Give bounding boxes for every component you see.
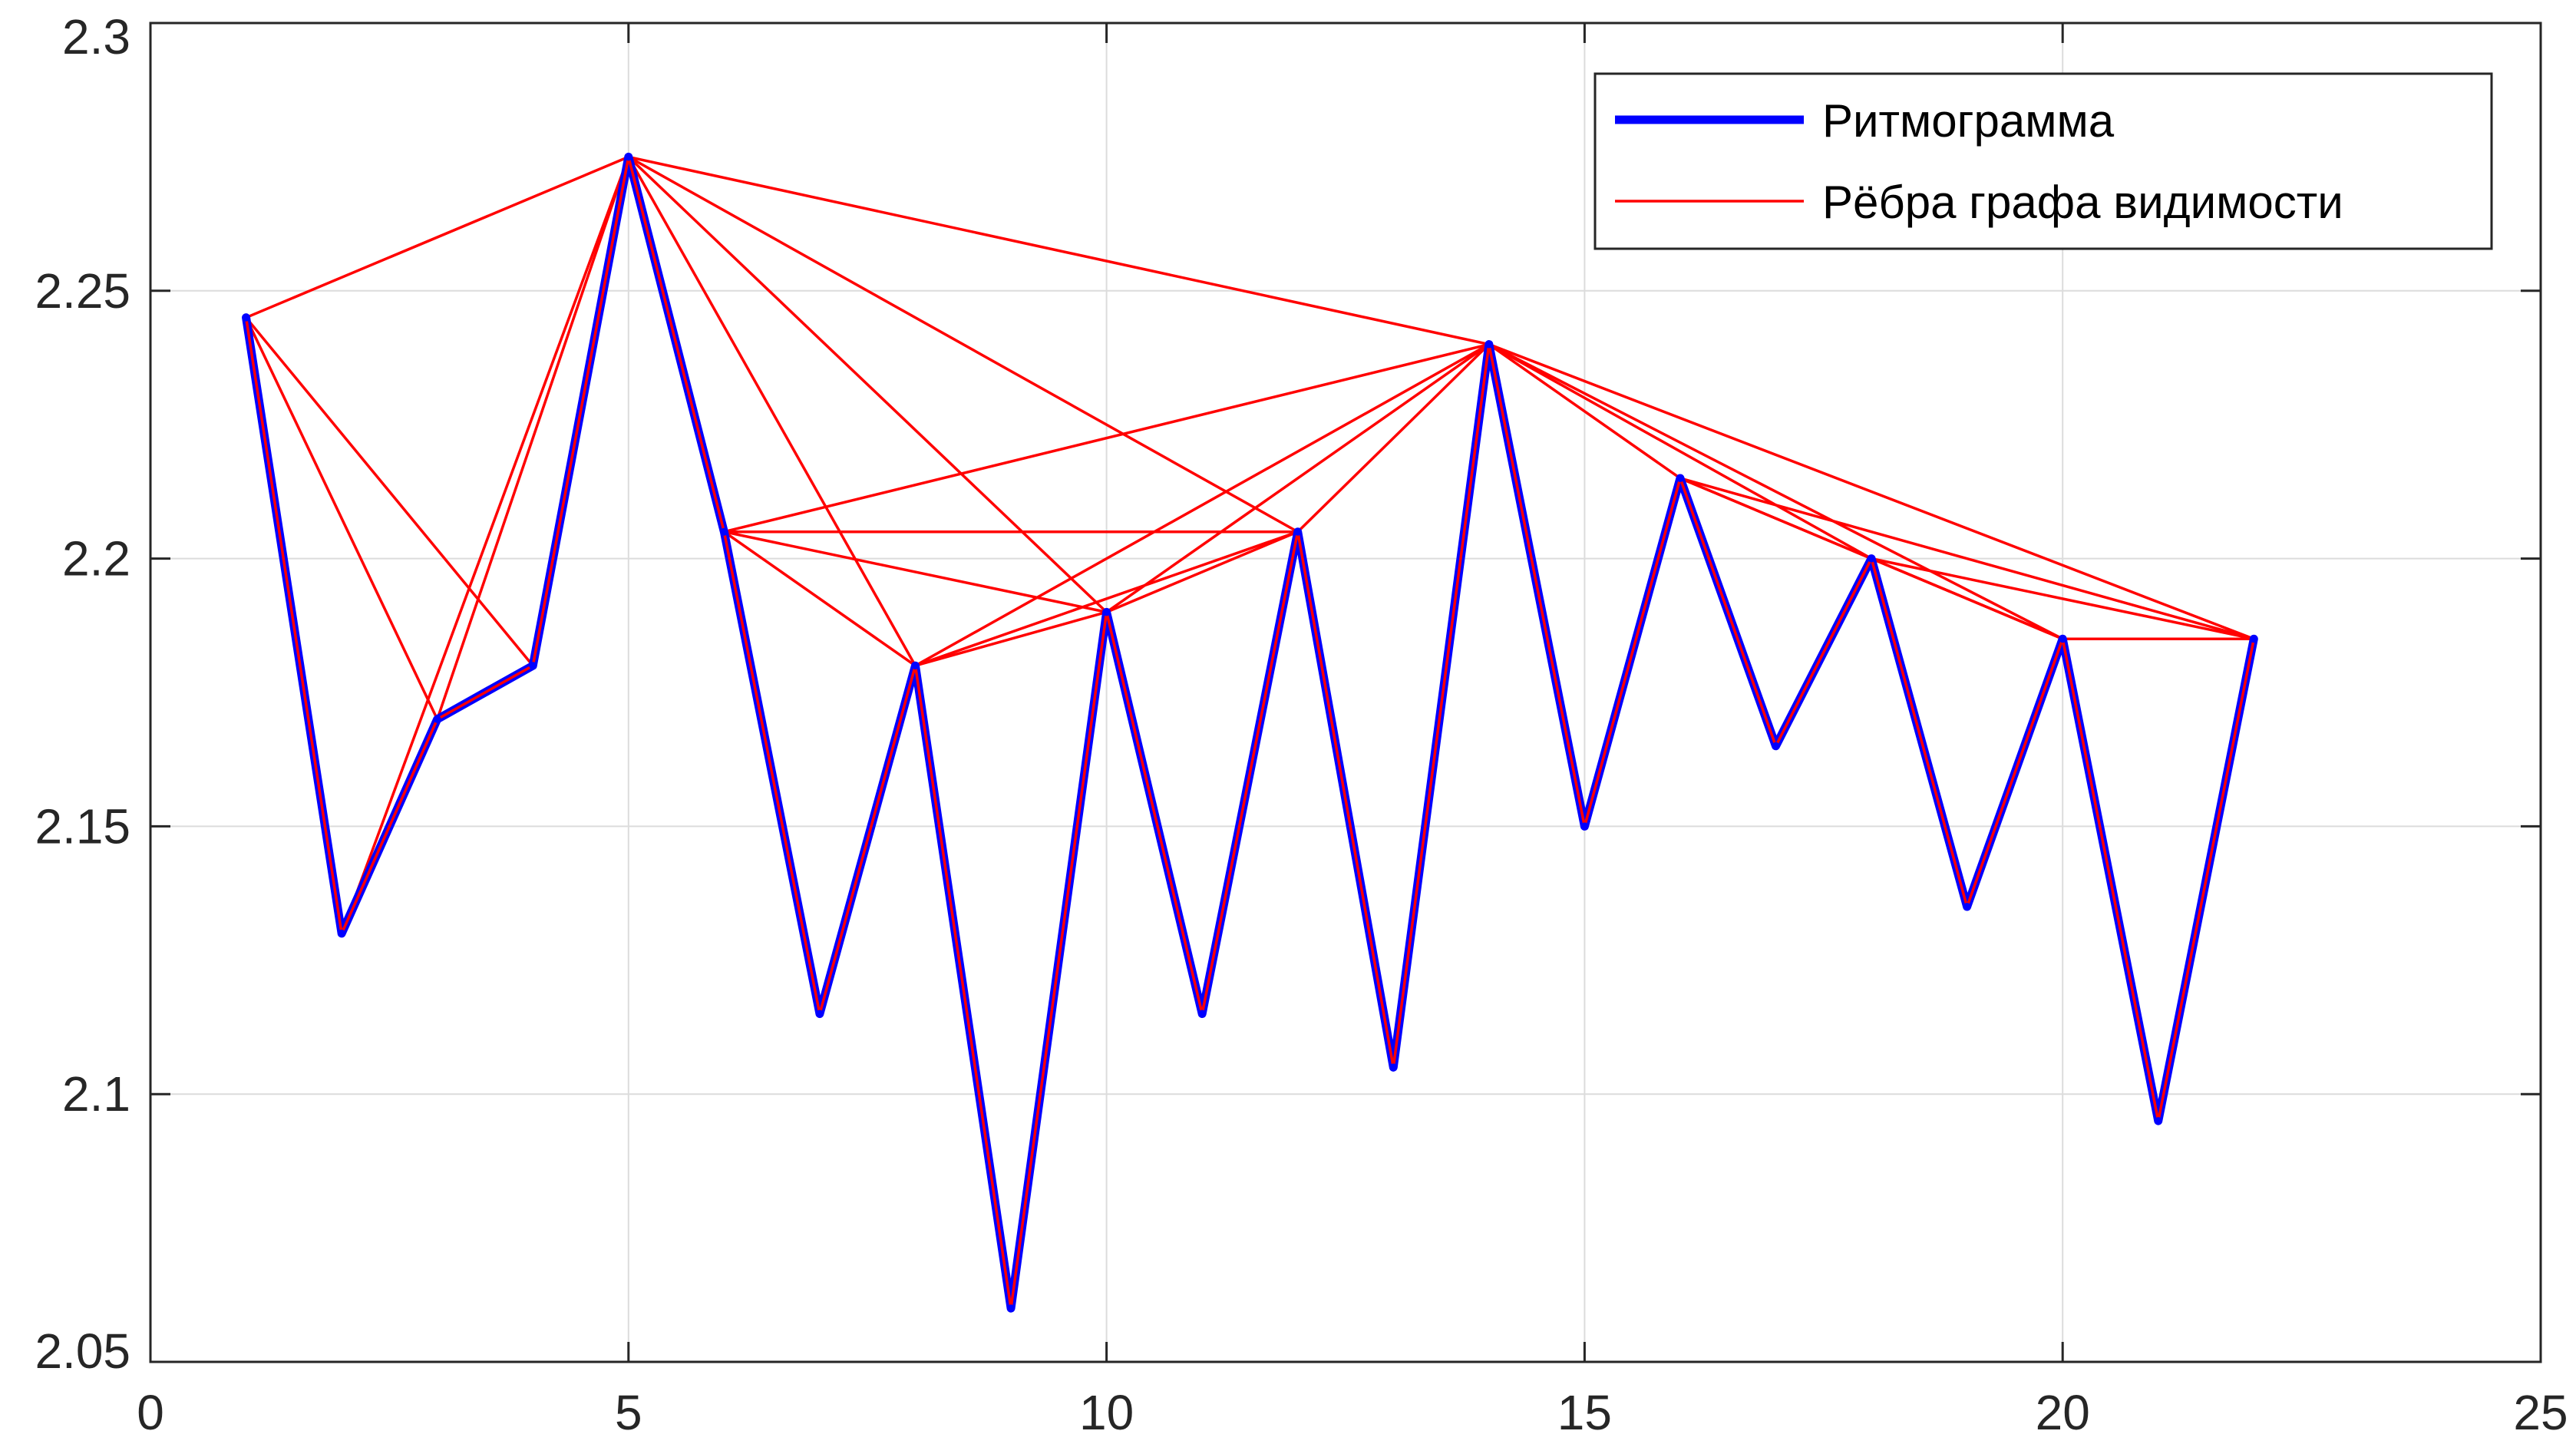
adjacent-edge [1774, 557, 1873, 747]
visibility-edge [245, 155, 629, 319]
data-point [1963, 903, 1971, 911]
visibility-edge [627, 156, 1108, 613]
visibility-edge [1296, 343, 1491, 533]
y-tick-label: 2.15 [35, 798, 130, 854]
adjacent-edge [1296, 531, 1395, 1068]
visibility-edge [628, 155, 1490, 346]
visibility-edge [436, 156, 630, 720]
adjacent-edge [1392, 344, 1491, 1068]
adjacent-edge [1583, 478, 1682, 827]
visibility-edge [723, 530, 916, 667]
x-tick-label: 10 [1079, 1385, 1134, 1440]
data-point [1389, 1063, 1398, 1072]
y-tick-label: 2.05 [35, 1323, 130, 1379]
legend: Ритмограмма Рёбра графа видимости [1593, 72, 2493, 250]
y-tick-label: 2.2 [62, 531, 130, 587]
visibility-edge [1488, 342, 2254, 640]
visibility-edge [724, 530, 1107, 614]
plot-frame [149, 21, 2542, 1363]
visibility-edge [627, 155, 1299, 534]
visibility-edge [1488, 343, 1872, 560]
adjacent-edge [818, 665, 917, 1015]
x-tick-label: 25 [2513, 1385, 2568, 1440]
data-point [1485, 340, 1493, 349]
data-point [1007, 1304, 1016, 1313]
y-tick-label: 2.1 [62, 1066, 130, 1122]
data-point [720, 527, 728, 536]
x-tick-label: 0 [137, 1385, 164, 1440]
adjacent-edge [2061, 638, 2160, 1122]
adjacent-edge [722, 531, 821, 1014]
visibility-edge [915, 610, 1108, 667]
y-tick-label: 2.25 [35, 263, 130, 319]
visibility-edge [1488, 343, 2063, 640]
adjacent-edge [913, 665, 1012, 1309]
adjacent-edge [1870, 558, 1969, 907]
data-point [1676, 474, 1684, 482]
visibility-edge [1105, 530, 1299, 613]
data-point [1198, 1010, 1207, 1018]
data-point [242, 313, 250, 322]
legend-label-edges: Рёбра графа видимости [1822, 177, 2343, 228]
adjacent-edge [1105, 611, 1204, 1014]
y-tick-label: 2.3 [62, 9, 130, 64]
adjacent-edge [1965, 638, 2064, 907]
data-point [2154, 1117, 2162, 1125]
adjacent-edge [1200, 531, 1300, 1014]
adjacent-edge [1679, 478, 1778, 747]
data-point [624, 153, 632, 161]
data-point [1293, 527, 1302, 536]
visibility-edge [723, 342, 1490, 534]
data-point [2250, 635, 2258, 643]
data-point [815, 1010, 824, 1018]
visibility-edge [914, 530, 1299, 667]
data-point [911, 662, 920, 670]
data-point [338, 929, 346, 937]
x-tick-label: 15 [1557, 1385, 1612, 1440]
legend-label-rhythmogram: Ритмограмма [1822, 95, 2115, 147]
adjacent-edge [1009, 612, 1108, 1309]
adjacent-edge [531, 157, 630, 666]
data-point [1102, 608, 1111, 616]
visibility-edge [340, 156, 630, 934]
visibility-edge [245, 316, 534, 667]
visibility-edge [914, 343, 1490, 667]
data-point [529, 662, 537, 670]
adjacent-edge [1488, 344, 1587, 827]
data-point [1580, 822, 1589, 831]
adjacent-edge [436, 664, 534, 721]
adjacent-edge [244, 317, 343, 934]
data-point [433, 715, 441, 723]
visibility-edge [1488, 343, 1681, 480]
visibility-edge [1871, 557, 2063, 640]
x-tick-label: 20 [2036, 1385, 2090, 1440]
data-point [1772, 742, 1780, 750]
data-point [2059, 635, 2067, 643]
legend-box [1593, 72, 2493, 250]
adjacent-edge [627, 156, 726, 533]
adjacent-edge [340, 719, 439, 934]
data-point [1868, 554, 1876, 563]
axis-ticks: 0 5 10 15 20 25 2.05 2.1 2.15 2.2 2.25 2.3 [35, 9, 2568, 1440]
visibility-edge [244, 316, 439, 720]
visibility-edge [1105, 343, 1490, 613]
visibility-edge [627, 156, 917, 666]
visibility-edge [1679, 477, 2254, 640]
x-tick-label: 5 [615, 1385, 642, 1440]
visibility-edge [1871, 557, 2254, 640]
rhythmogram-series [242, 152, 2258, 1313]
adjacent-edge [2157, 638, 2256, 1122]
